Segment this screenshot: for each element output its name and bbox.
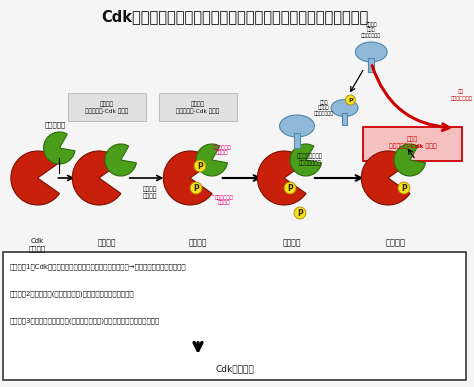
Text: Cdkの活性化: Cdkの活性化 <box>215 365 254 373</box>
Bar <box>368 58 374 72</box>
Text: 正の
フィードバック: 正の フィードバック <box>450 89 472 101</box>
Text: P: P <box>287 184 293 193</box>
Text: サイクリン: サイクリン <box>45 122 66 128</box>
Text: 活性な
・活性化
ホスファターゼ: 活性な ・活性化 ホスファターゼ <box>314 100 334 116</box>
Text: タンパク
キナーゼ: タンパク キナーゼ <box>143 186 158 199</box>
Text: 不活性型: 不活性型 <box>283 238 301 247</box>
Circle shape <box>346 95 356 105</box>
Text: P: P <box>297 209 303 218</box>
Text: 不活性な
サイクリン-Cdk 複合体: 不活性な サイクリン-Cdk 複合体 <box>85 102 128 114</box>
Text: タンパクホスファ
ターゼの活性化: タンパクホスファ ターゼの活性化 <box>297 154 323 166</box>
FancyBboxPatch shape <box>159 93 237 121</box>
Text: P: P <box>401 184 407 193</box>
Text: Cdkの活性化はリン酸化・脱リン酸化によって厳密に制御される: Cdkの活性化はリン酸化・脱リン酸化によって厳密に制御される <box>101 10 368 24</box>
Text: ステップ1：Cdkとサイクリンが結合、複合体が形成される→この時点ではまだ不活性型: ステップ1：Cdkとサイクリンが結合、複合体が形成される→この時点ではまだ不活性… <box>10 264 187 270</box>
Wedge shape <box>290 144 321 176</box>
Bar <box>294 133 300 148</box>
Ellipse shape <box>356 42 387 62</box>
Wedge shape <box>196 144 228 176</box>
Circle shape <box>194 160 206 172</box>
Text: ステップ3：フォスファターゼ(脱リン酸化酵素)によって脱リン酸化を受ける: ステップ3：フォスファターゼ(脱リン酸化酵素)によって脱リン酸化を受ける <box>10 318 160 324</box>
Wedge shape <box>72 151 121 205</box>
FancyBboxPatch shape <box>68 93 146 121</box>
Text: 不活性型: 不活性型 <box>98 238 116 247</box>
Text: 活性化に働く
リン酸基: 活性化に働く リン酸基 <box>214 195 233 205</box>
FancyBboxPatch shape <box>364 127 462 161</box>
Wedge shape <box>11 151 60 205</box>
Text: 不活性な
サイクリン-Cdk 複合体: 不活性な サイクリン-Cdk 複合体 <box>176 102 219 114</box>
Bar <box>342 113 347 125</box>
Text: 阻害的に働く
リン酸基: 阻害的に働く リン酸基 <box>212 145 231 156</box>
Circle shape <box>190 182 202 194</box>
Text: P: P <box>197 162 203 171</box>
Text: 不活性な
活性化
ホスファターゼ: 不活性な 活性化 ホスファターゼ <box>361 22 381 38</box>
Text: 不活性型: 不活性型 <box>189 238 207 247</box>
Bar <box>3 252 466 380</box>
Wedge shape <box>164 151 212 205</box>
Text: 活性型
サイクリン-Cdk 複合体: 活性型 サイクリン-Cdk 複合体 <box>389 137 437 149</box>
Text: Cdk
不活性型: Cdk 不活性型 <box>29 238 46 252</box>
Text: 活性型！: 活性型！ <box>386 238 406 247</box>
Wedge shape <box>44 132 75 164</box>
Circle shape <box>398 182 410 194</box>
Wedge shape <box>105 144 137 176</box>
Wedge shape <box>257 151 306 205</box>
Ellipse shape <box>280 115 314 137</box>
Text: P: P <box>348 98 353 103</box>
Wedge shape <box>394 144 426 176</box>
Wedge shape <box>361 151 410 205</box>
Ellipse shape <box>331 99 358 116</box>
Circle shape <box>294 207 306 219</box>
Circle shape <box>284 182 296 194</box>
Text: ステップ2：キナーゼ(リン酸化酵素)によってリン酸化を受ける: ステップ2：キナーゼ(リン酸化酵素)によってリン酸化を受ける <box>10 291 135 297</box>
Text: P: P <box>193 184 199 193</box>
